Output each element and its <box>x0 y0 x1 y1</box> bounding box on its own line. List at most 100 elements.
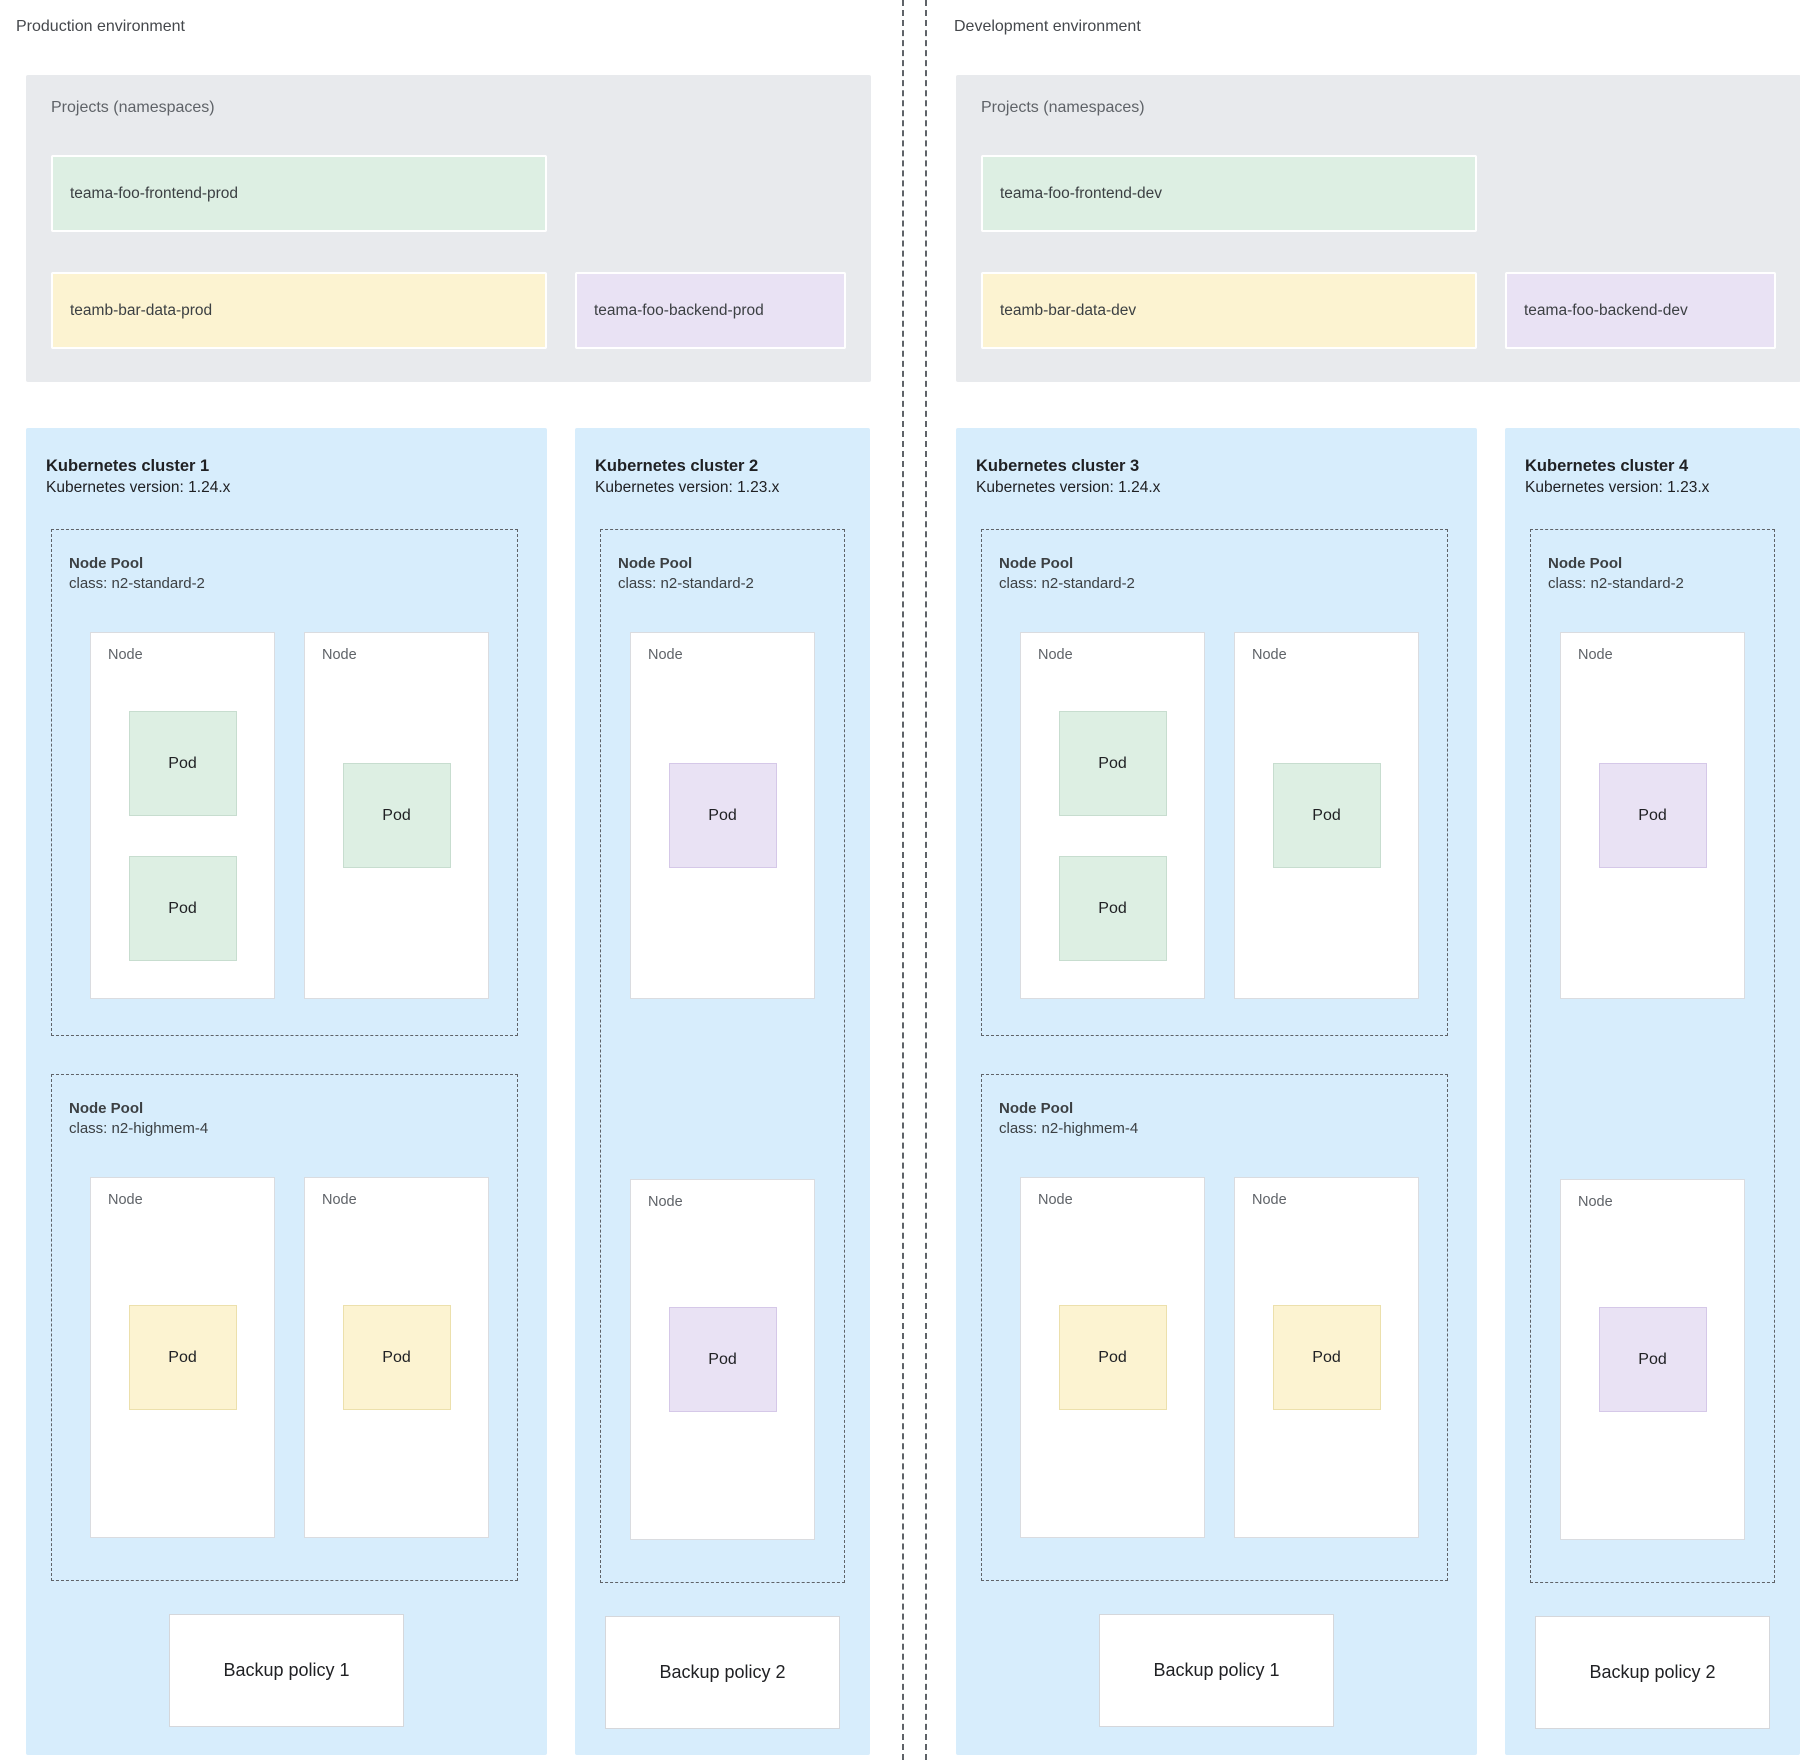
nodes-row: Node Pod Pod Node Pod <box>90 632 517 999</box>
nodes-row: Node Pod Node Pod <box>1020 1177 1447 1538</box>
node: Node Pod <box>90 1177 275 1538</box>
node-pool-class: class: n2-highmem-4 <box>69 1120 209 1137</box>
pod: Pod <box>1058 856 1167 961</box>
node-pool-class: class: n2-standard-2 <box>1548 575 1684 592</box>
pod: Pod <box>1272 763 1381 868</box>
namespace-row: teama-foo-frontend-dev <box>981 155 1800 232</box>
node-pool-header: Node Pool class: n2-standard-2 <box>999 554 1447 593</box>
backup-policy: Backup policy 2 <box>605 1616 840 1729</box>
cluster-version: Kubernetes version: 1.24.x <box>976 479 1161 496</box>
namespace-box: teama-foo-backend-dev <box>1505 272 1776 349</box>
cluster-header: Kubernetes cluster 3 Kubernetes version:… <box>976 456 1477 498</box>
node-pool-name: Node Pool <box>999 555 1074 572</box>
node: Node Pod Pod <box>1020 632 1205 999</box>
pod: Pod <box>1272 1305 1381 1410</box>
node-label: Node <box>322 1192 357 1208</box>
kubernetes-cluster-4: Kubernetes cluster 4 Kubernetes version:… <box>1505 428 1800 1755</box>
pod: Pod <box>128 711 237 816</box>
node-pool-class: class: n2-highmem-4 <box>999 1120 1139 1137</box>
namespace-box: teamb-bar-data-prod <box>51 272 547 349</box>
namespace-box: teama-foo-frontend-prod <box>51 155 547 232</box>
node-pool-name: Node Pool <box>1548 555 1623 572</box>
namespace-box: teama-foo-frontend-dev <box>981 155 1477 232</box>
nodes-row: Node Pod Node Pod <box>90 1177 517 1538</box>
cluster-title: Kubernetes cluster 2 <box>595 457 759 475</box>
backup-policy: Backup policy 2 <box>1535 1616 1770 1729</box>
node-label: Node <box>648 1194 683 1210</box>
kubernetes-cluster-2: Kubernetes cluster 2 Kubernetes version:… <box>575 428 870 1755</box>
nodes-column: Node Pod Node Pod <box>630 632 844 1540</box>
node-label: Node <box>1038 647 1073 663</box>
pod: Pod <box>668 1307 777 1412</box>
environment-label: Development environment <box>954 18 1141 35</box>
environment-label: Production environment <box>16 18 185 35</box>
node-label: Node <box>1252 647 1287 663</box>
projects-panel: Projects (namespaces) teama-foo-frontend… <box>26 75 871 382</box>
pod: Pod <box>668 763 777 868</box>
node: Node Pod <box>630 1179 815 1540</box>
pod: Pod <box>1598 763 1707 868</box>
kubernetes-cluster-1: Kubernetes cluster 1 Kubernetes version:… <box>26 428 547 1755</box>
node-label: Node <box>1578 647 1613 663</box>
node-pool-header: Node Pool class: n2-standard-2 <box>1548 554 1774 593</box>
node-pool-standard: Node Pool class: n2-standard-2 Node Pod … <box>51 529 518 1036</box>
node: Node Pod <box>1234 1177 1419 1538</box>
backup-policy: Backup policy 1 <box>169 1614 404 1727</box>
node-label: Node <box>1038 1192 1073 1208</box>
node: Node Pod <box>1234 632 1419 999</box>
node-pool-header: Node Pool class: n2-highmem-4 <box>999 1099 1447 1138</box>
cluster-title: Kubernetes cluster 3 <box>976 457 1140 475</box>
cluster-header: Kubernetes cluster 1 Kubernetes version:… <box>46 456 547 498</box>
node-label: Node <box>108 1192 143 1208</box>
node-pool-standard: Node Pool class: n2-standard-2 Node Pod … <box>600 529 845 1583</box>
namespace-box: teamb-bar-data-dev <box>981 272 1477 349</box>
node-pool-class: class: n2-standard-2 <box>999 575 1135 592</box>
node: Node Pod <box>1560 1179 1745 1540</box>
node-pool-name: Node Pool <box>69 1100 144 1117</box>
projects-title: Projects (namespaces) <box>981 99 1145 116</box>
namespace-row: teamb-bar-data-dev teama-foo-backend-dev <box>981 272 1800 349</box>
node-pool-standard: Node Pool class: n2-standard-2 Node Pod … <box>981 529 1448 1036</box>
node-label: Node <box>648 647 683 663</box>
node-pool-class: class: n2-standard-2 <box>69 575 205 592</box>
kubernetes-cluster-3: Kubernetes cluster 3 Kubernetes version:… <box>956 428 1477 1755</box>
namespace-row: teamb-bar-data-prod teama-foo-backend-pr… <box>51 272 871 349</box>
node-pool-name: Node Pool <box>999 1100 1074 1117</box>
cluster-version: Kubernetes version: 1.24.x <box>46 479 231 496</box>
environment-divider-line <box>925 0 927 1760</box>
node-label: Node <box>322 647 357 663</box>
node-pool-header: Node Pool class: n2-standard-2 <box>69 554 517 593</box>
node: Node Pod <box>630 632 815 999</box>
pod: Pod <box>1058 711 1167 816</box>
node-pool-highmem: Node Pool class: n2-highmem-4 Node Pod N… <box>51 1074 518 1581</box>
node: Node Pod <box>1560 632 1745 999</box>
environment-column-development: Development environment Projects (namesp… <box>946 0 1800 1755</box>
backup-policy: Backup policy 1 <box>1099 1614 1334 1727</box>
node-label: Node <box>1252 1192 1287 1208</box>
node-pool-name: Node Pool <box>618 555 693 572</box>
pod: Pod <box>1058 1305 1167 1410</box>
node: Node Pod <box>304 1177 489 1538</box>
cluster-title: Kubernetes cluster 4 <box>1525 457 1689 475</box>
node-label: Node <box>108 647 143 663</box>
cluster-version: Kubernetes version: 1.23.x <box>1525 479 1710 496</box>
node-pool-header: Node Pool class: n2-standard-2 <box>618 554 844 593</box>
pod: Pod <box>342 1305 451 1410</box>
environment-divider-line <box>902 0 904 1760</box>
namespace-box: teama-foo-backend-prod <box>575 272 846 349</box>
node-pool-header: Node Pool class: n2-highmem-4 <box>69 1099 517 1138</box>
cluster-header: Kubernetes cluster 2 Kubernetes version:… <box>595 456 870 498</box>
node: Node Pod <box>304 632 489 999</box>
pod: Pod <box>342 763 451 868</box>
node-pool-standard: Node Pool class: n2-standard-2 Node Pod … <box>1530 529 1775 1583</box>
pod: Pod <box>128 856 237 961</box>
clusters-row: Kubernetes cluster 1 Kubernetes version:… <box>26 428 876 1755</box>
node-pool-name: Node Pool <box>69 555 144 572</box>
environment-column-production: Production environment Projects (namespa… <box>16 0 876 1755</box>
nodes-row: Node Pod Pod Node Pod <box>1020 632 1447 999</box>
projects-title: Projects (namespaces) <box>51 99 215 116</box>
pod: Pod <box>1598 1307 1707 1412</box>
node-label: Node <box>1578 1194 1613 1210</box>
nodes-column: Node Pod Node Pod <box>1560 632 1774 1540</box>
cluster-title: Kubernetes cluster 1 <box>46 457 210 475</box>
